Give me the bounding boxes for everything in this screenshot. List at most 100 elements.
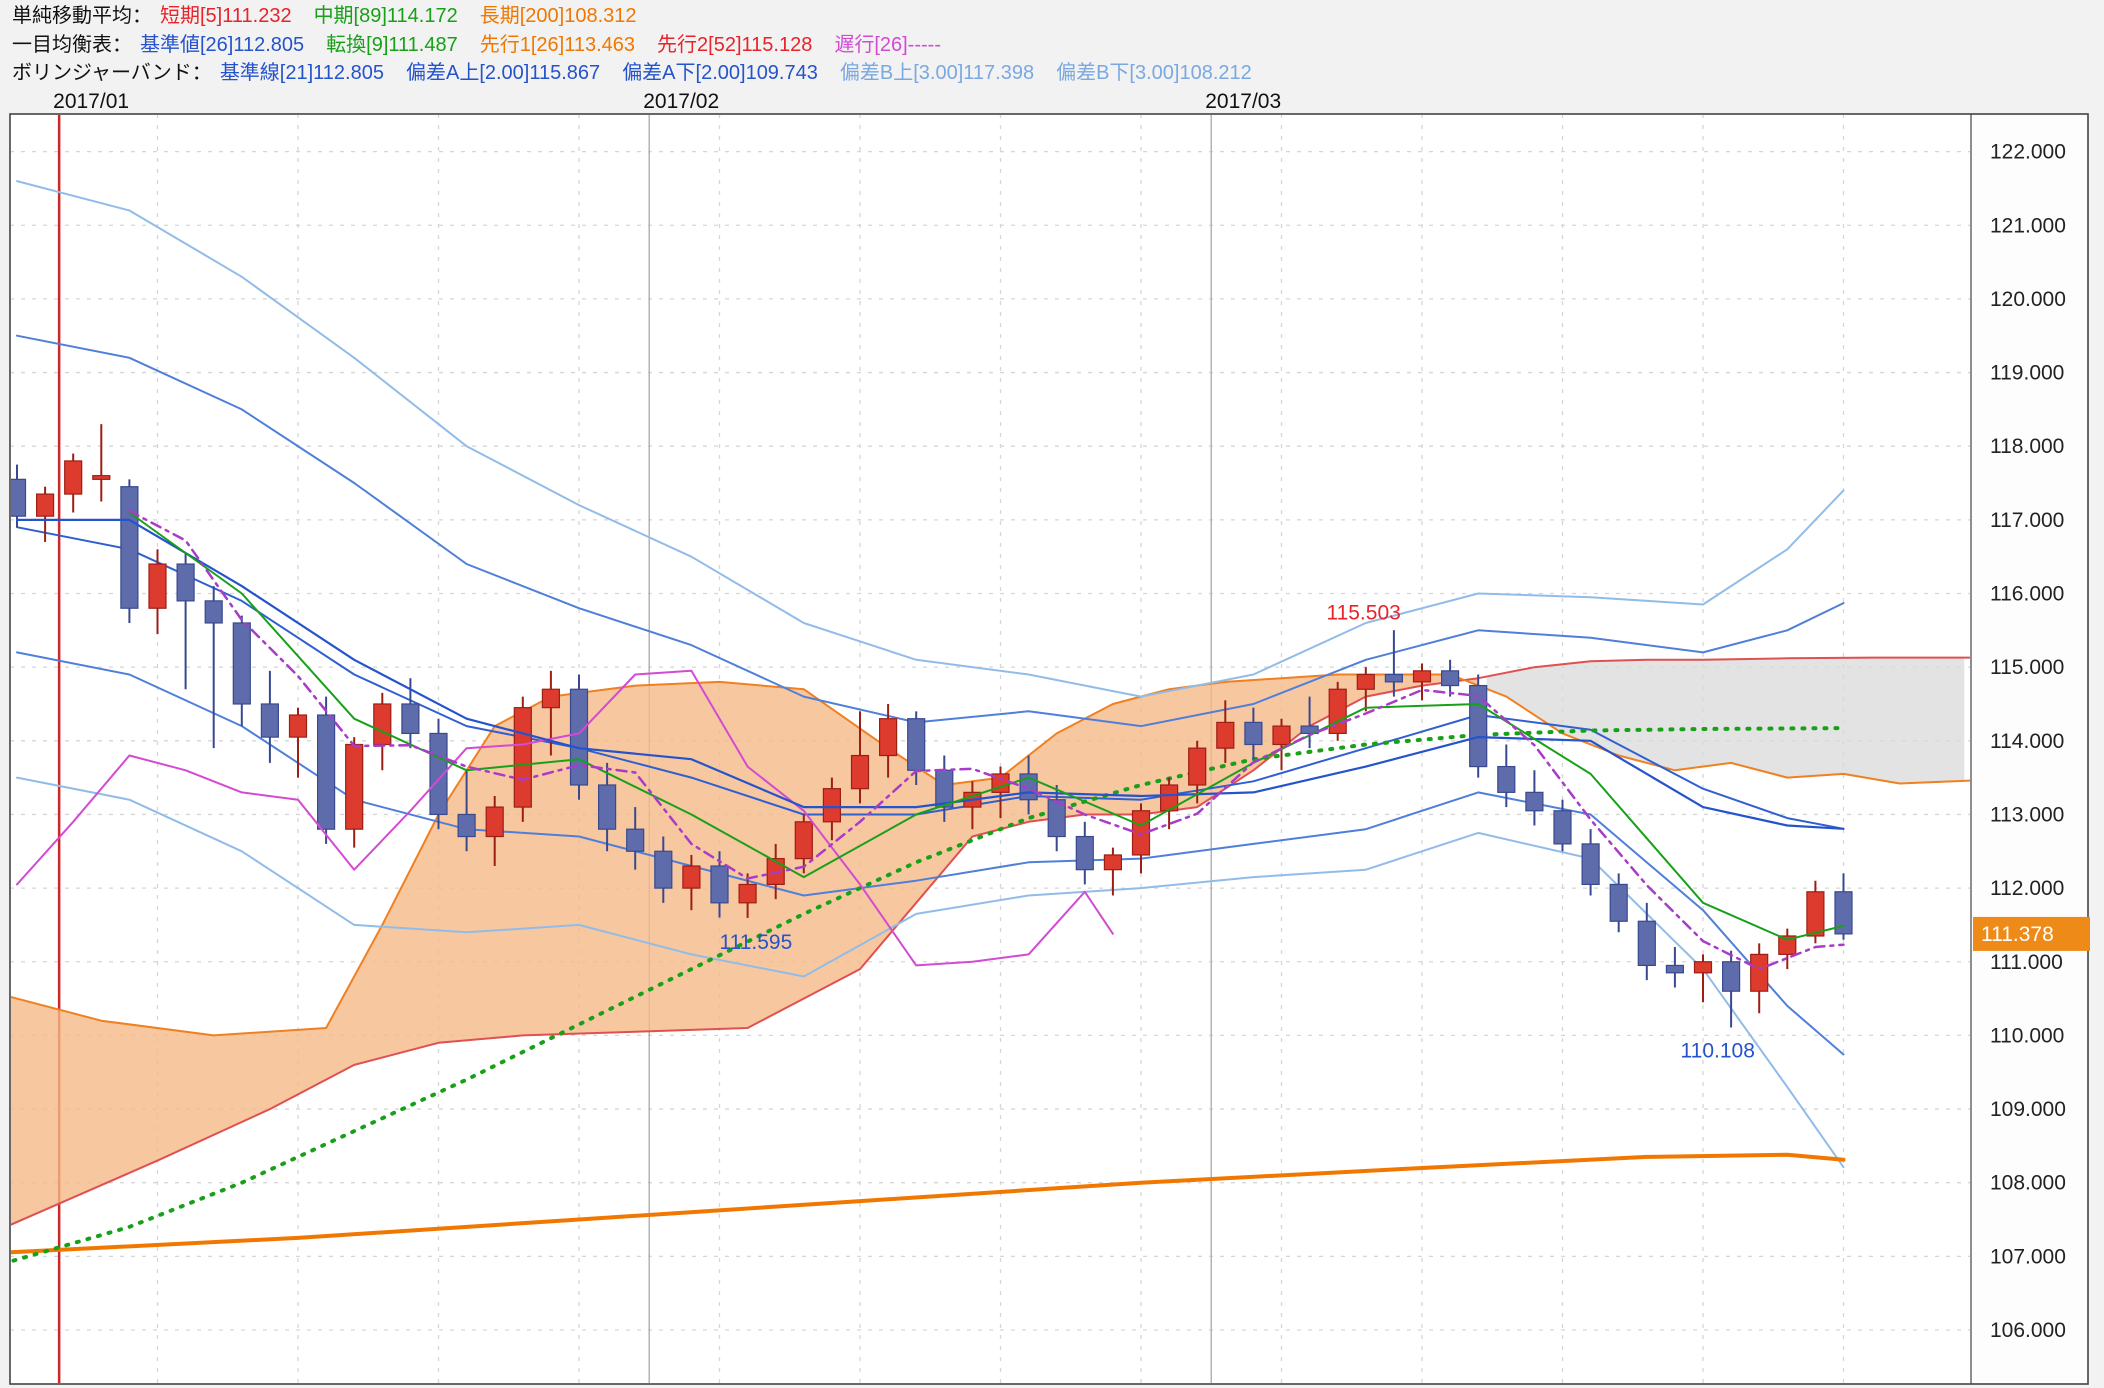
- candle[interactable]: [401, 703, 420, 735]
- indicator-value: 先行2[52]115.128: [657, 33, 813, 56]
- candle[interactable]: [1581, 843, 1600, 886]
- indicator-value: 転換[9]111.487: [326, 33, 458, 56]
- candle[interactable]: [1075, 835, 1094, 871]
- candle[interactable]: [907, 718, 926, 771]
- sma-values: 短期[5]111.232 中期[89]114.172 長期[200]108.312: [160, 5, 659, 27]
- sma-row-label: 単純移動平均：: [12, 5, 152, 27]
- candle[interactable]: [35, 493, 55, 517]
- candle[interactable]: [1806, 891, 1825, 937]
- candle[interactable]: [1834, 891, 1853, 935]
- candle[interactable]: [626, 828, 645, 852]
- indicator-value: 遅行[26]-----: [834, 33, 941, 56]
- header-row-sma: 単純移動平均： 短期[5]111.232 中期[89]114.172 長期[200]1…: [12, 2, 2104, 31]
- candle[interactable]: [1272, 725, 1291, 746]
- candle[interactable]: [260, 703, 279, 738]
- candle[interactable]: [1525, 791, 1544, 812]
- indicator-value: 偏差B上[3.00]117.398: [839, 62, 1035, 84]
- candle[interactable]: [1131, 810, 1151, 856]
- candle[interactable]: [1047, 799, 1066, 838]
- candle[interactable]: [1216, 721, 1235, 749]
- candlestick-chart[interactable]: 2017/01 2017/02 2017/03 106.000 107.000 108.0…: [0, 88, 2104, 1388]
- line-chikou: [16, 669, 1114, 967]
- y-axis-label: 116.000: [1990, 583, 2064, 606]
- indicator-value: 長期[200]108.312: [479, 5, 637, 27]
- candle[interactable]: [541, 688, 561, 709]
- candle[interactable]: [1497, 765, 1516, 793]
- candle[interactable]: [1188, 747, 1207, 786]
- candle[interactable]: [597, 784, 617, 830]
- y-axis-label: 115.000: [1990, 656, 2064, 679]
- candle[interactable]: [485, 806, 504, 838]
- candle[interactable]: [513, 707, 532, 808]
- y-axis-label: 114.000: [1990, 730, 2064, 753]
- candle[interactable]: [64, 460, 83, 495]
- indicator-value: 基準値[26]112.805: [140, 33, 305, 56]
- candle-layer: [9, 424, 1853, 1028]
- candle[interactable]: [1721, 961, 1741, 992]
- candle[interactable]: [317, 714, 336, 830]
- y-axis-label: 106.000: [1990, 1319, 2066, 1342]
- ichimoku-row-label: 一目均衡表：: [12, 33, 132, 56]
- candle[interactable]: [204, 600, 223, 624]
- indicator-value: 中期[89]114.172: [313, 5, 458, 27]
- candle[interactable]: [345, 743, 364, 830]
- header-row-ichimoku: 一目均衡表： 基準値[26]112.805 転換[9]111.487 先行1[26]1…: [12, 31, 2104, 60]
- candle[interactable]: [148, 563, 167, 609]
- candle[interactable]: [878, 718, 898, 757]
- candle[interactable]: [710, 865, 729, 904]
- candle[interactable]: [1440, 670, 1460, 687]
- candle[interactable]: [1244, 721, 1263, 746]
- bollinger-values: 基準線[21]112.805 偏差A上[2.00]115.867 偏差A下[2.00…: [220, 62, 1274, 84]
- candle[interactable]: [1778, 935, 1797, 955]
- last-price-badge: [1973, 916, 2090, 951]
- candle[interactable]: [850, 754, 870, 790]
- header-row-bollinger: ボリンジャーバンド： 基準線[21]112.805 偏差A上[2.00]115.86…: [12, 59, 2104, 88]
- axis-background: [1971, 114, 2088, 1384]
- candle[interactable]: [1300, 725, 1319, 735]
- indicator-header: 単純移動平均： 短期[5]111.232 中期[89]114.172 長期[200]1…: [0, 0, 2104, 88]
- candle[interactable]: [1693, 961, 1713, 974]
- candle[interactable]: [822, 788, 842, 823]
- candle[interactable]: [1553, 810, 1572, 845]
- y-axis-label: 119.000: [1990, 362, 2064, 385]
- y-axis-label: 112.000: [1990, 877, 2064, 900]
- candle[interactable]: [794, 821, 813, 860]
- line-sma89: [11, 726, 1846, 1264]
- candle[interactable]: [232, 622, 251, 705]
- line-sma5: [128, 509, 1845, 971]
- candle[interactable]: [1750, 953, 1769, 992]
- last-price-value: 111.378: [1981, 923, 2054, 946]
- candle[interactable]: [1412, 670, 1432, 683]
- candle[interactable]: [457, 813, 476, 838]
- candle[interactable]: [120, 486, 139, 609]
- candle[interactable]: [288, 714, 308, 738]
- y-axis-label: 121.000: [1990, 214, 2066, 237]
- candle[interactable]: [1384, 673, 1404, 683]
- candle[interactable]: [569, 688, 589, 786]
- candle[interactable]: [1103, 854, 1123, 871]
- indicator-value: 基準線[21]112.805: [219, 62, 384, 84]
- candle[interactable]: [1609, 883, 1628, 922]
- chart-border: [9, 113, 2089, 1385]
- candle[interactable]: [373, 703, 392, 746]
- ichimoku-cloud: [1486, 657, 1965, 784]
- candle[interactable]: [1356, 673, 1375, 690]
- y-axis-label: 120.000: [1990, 288, 2066, 311]
- y-axis-label: 113.000: [1990, 803, 2064, 826]
- candle[interactable]: [1469, 684, 1488, 768]
- candle[interactable]: [429, 732, 448, 816]
- y-axis-label: 107.000: [1990, 1245, 2066, 1268]
- candle[interactable]: [1637, 920, 1656, 967]
- price-annotation: 111.595: [720, 931, 793, 954]
- candle[interactable]: [9, 478, 27, 517]
- candle[interactable]: [176, 563, 195, 602]
- candle[interactable]: [738, 883, 757, 904]
- line-boll_2s_upper: [16, 334, 1845, 728]
- month-label: 2017/01: [53, 90, 129, 113]
- candle[interactable]: [92, 475, 111, 480]
- candle[interactable]: [682, 865, 701, 889]
- bollinger-row-label: ボリンジャーバンド：: [12, 62, 212, 84]
- candle[interactable]: [654, 850, 673, 889]
- candle[interactable]: [1665, 964, 1685, 974]
- y-axis-label: 108.000: [1990, 1172, 2066, 1195]
